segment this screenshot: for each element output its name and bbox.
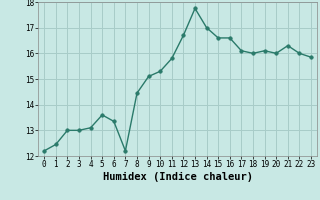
- X-axis label: Humidex (Indice chaleur): Humidex (Indice chaleur): [103, 172, 252, 182]
